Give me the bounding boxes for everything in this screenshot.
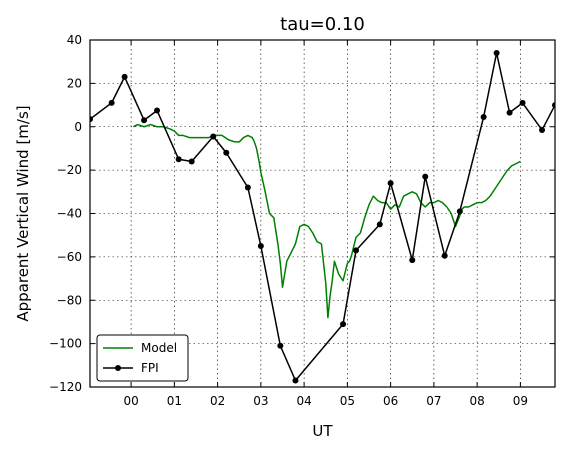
x-axis-title: UT — [312, 422, 333, 440]
x-tick-label: 01 — [167, 394, 182, 408]
legend: Model FPI — [96, 334, 189, 382]
fpi-data-point — [340, 321, 347, 328]
fpi-data-point — [223, 149, 230, 156]
fpi-data-point — [292, 377, 299, 384]
fpi-data-point — [108, 99, 115, 106]
legend-fpi-marker — [115, 365, 121, 371]
x-tick-label: 02 — [210, 394, 225, 408]
x-tick-label: 00 — [123, 394, 138, 408]
series-layer — [90, 50, 555, 384]
fpi-data-point — [441, 252, 448, 259]
fpi-data-point — [154, 107, 161, 114]
fpi-data-point — [257, 243, 264, 250]
x-tick-label: 04 — [296, 394, 311, 408]
fpi-data-point — [519, 99, 526, 106]
fpi-data-point — [210, 133, 217, 140]
y-axis-title: Apparent Vertical Wind [m/s] — [14, 105, 32, 321]
legend-model-label: Model — [141, 341, 177, 355]
fpi-data-point — [493, 50, 500, 57]
fpi-data-point — [90, 116, 93, 123]
fpi-data-point — [175, 156, 182, 163]
fpi-data-point — [506, 109, 513, 116]
fpi-data-point — [539, 127, 546, 134]
fpi-data-point — [480, 113, 487, 120]
grid — [90, 39, 555, 388]
x-tick-label: 09 — [513, 394, 528, 408]
fpi-data-point — [141, 117, 148, 124]
x-tick-label: 06 — [383, 394, 398, 408]
fpi-data-point — [409, 257, 416, 264]
y-tick-label: −40 — [57, 207, 82, 221]
fpi-data-point — [376, 221, 383, 228]
y-tick-label: −60 — [57, 250, 82, 264]
fpi-data-point — [244, 184, 251, 191]
fpi-data-point — [387, 180, 394, 187]
y-tick-label: −80 — [57, 293, 82, 307]
y-tick-label: 40 — [67, 33, 82, 47]
fpi-data-point — [422, 173, 429, 180]
x-tick-label: 07 — [426, 394, 441, 408]
fpi-data-point — [188, 158, 195, 165]
fpi-data-point — [353, 247, 360, 254]
x-tick-label: 08 — [469, 394, 484, 408]
fpi-data-point — [456, 208, 463, 215]
y-tick-label: 0 — [74, 120, 82, 134]
fpi-data-point — [552, 102, 555, 109]
ticks — [90, 39, 555, 388]
y-tick-label: 20 — [67, 76, 82, 90]
fpi-data-point — [277, 342, 284, 349]
tick-labels: 00 01 02 03 04 05 06 07 08 09 −120 −100 −80 −60 −40 −20… — [49, 33, 528, 408]
fpi-data-point — [121, 73, 128, 80]
x-tick-label: 03 — [253, 394, 268, 408]
legend-fpi-label: FPI — [141, 361, 159, 375]
model-series-line — [132, 123, 521, 319]
y-tick-label: −120 — [49, 380, 82, 394]
y-tick-label: −100 — [49, 337, 82, 351]
y-tick-label: −20 — [57, 163, 82, 177]
chart-title: tau=0.10 — [280, 14, 365, 35]
x-tick-label: 05 — [340, 394, 355, 408]
